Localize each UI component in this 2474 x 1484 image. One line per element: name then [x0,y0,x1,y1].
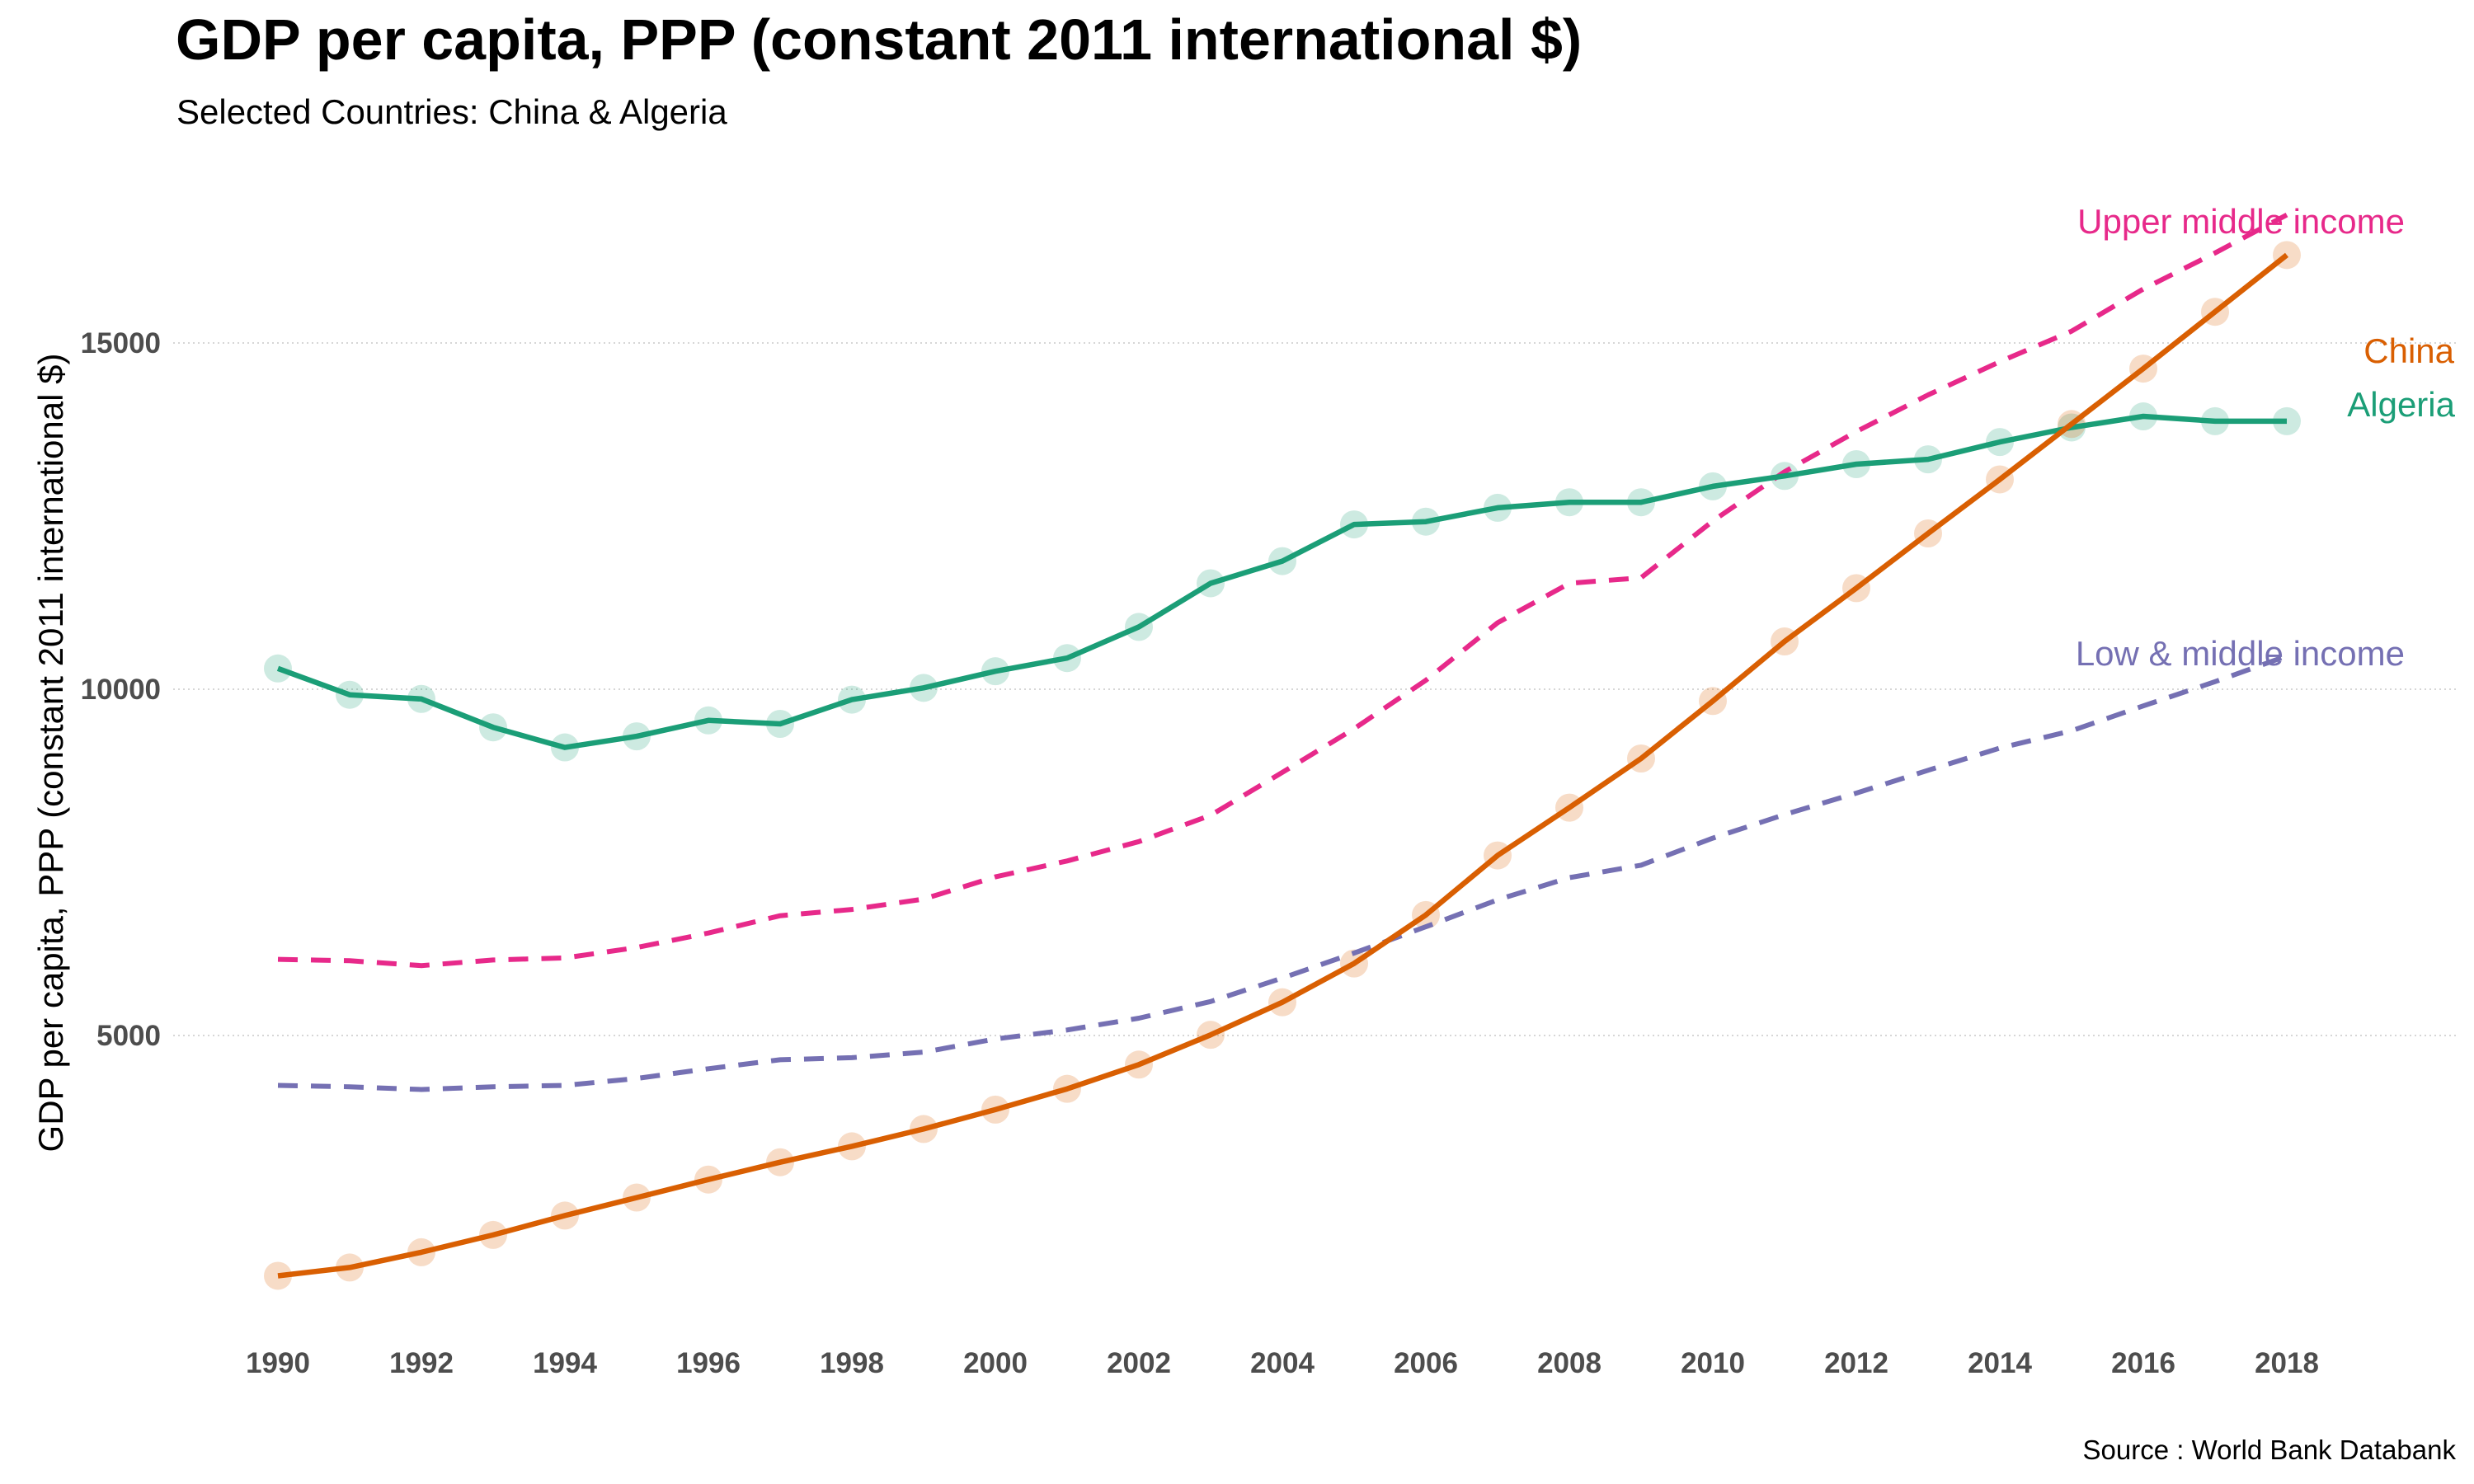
x-tick-label: 2010 [1681,1347,1745,1379]
china-line [277,252,2289,1279]
upper-middle-income-line [277,212,2288,969]
x-tick-label: 2008 [1537,1347,1602,1379]
x-tick-label: 2014 [1968,1347,2032,1379]
x-tick-label: 1998 [820,1347,884,1379]
series-lines [276,212,2289,1279]
upper-middle-income-label: Upper middle income [2077,202,2405,241]
x-tick-label: 2000 [963,1347,1028,1379]
chart-subtitle: Selected Countries: China & Algeria [176,92,727,131]
series-labels: Algeria China Upper middle income Low & mid… [2076,202,2456,673]
x-tick-label: 2018 [2255,1347,2319,1379]
x-tick-label: 2006 [1394,1347,1458,1379]
low-middle-income-line [277,653,2288,1092]
algeria-label: Algeria [2347,385,2455,424]
axis-ticks: 5000 10000 15000 1990 1992 1994 1996 1998 2000 20… [81,327,2319,1379]
china-label: China [2363,331,2454,370]
x-tick-label: 2004 [1250,1347,1315,1379]
x-tick-label: 1990 [246,1347,310,1379]
x-tick-label: 1992 [389,1347,454,1379]
x-tick-label: 1996 [676,1347,741,1379]
x-tick-label: 2012 [1824,1347,1888,1379]
chart-title: GDP per capita, PPP (constant 2011 inter… [176,7,1583,72]
y-tick-label: 10000 [81,674,161,706]
y-tick-label: 5000 [96,1020,161,1052]
low-middle-income-label: Low & middle income [2076,634,2405,673]
x-tick-label: 2016 [2111,1347,2175,1379]
x-tick-label: 2002 [1107,1347,1171,1379]
y-tick-label: 15000 [81,327,161,359]
data-markers [264,241,2301,1290]
x-tick-label: 1994 [533,1347,597,1379]
algeria-line [276,413,2287,750]
gridlines [173,342,2458,1036]
chart-caption: Source : World Bank Databank [2082,1435,2456,1465]
